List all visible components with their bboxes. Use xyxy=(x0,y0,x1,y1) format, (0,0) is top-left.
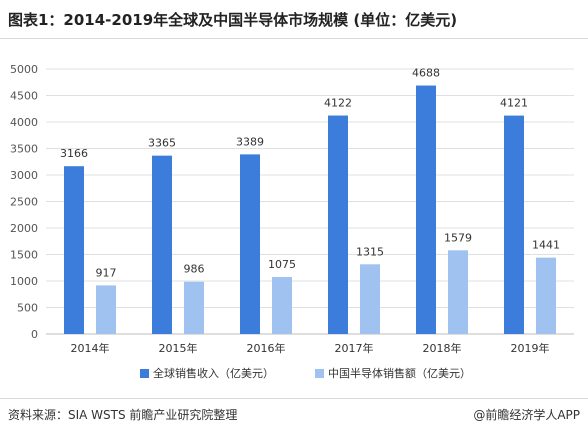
data-label: 1075 xyxy=(268,258,296,271)
x-tick-label: 2018年 xyxy=(423,341,462,355)
bar-china xyxy=(272,277,292,334)
bar-global xyxy=(328,115,348,334)
x-tick-label: 2019年 xyxy=(511,341,550,355)
data-label: 3166 xyxy=(60,147,88,160)
bar-china xyxy=(96,285,116,334)
source-note: 资料来源：SIA WSTS 前瞻产业研究院整理 xyxy=(8,408,238,422)
data-label: 4688 xyxy=(412,67,440,80)
brand-credit: @前瞻经济学人APP xyxy=(473,408,580,422)
bar-china xyxy=(448,250,468,334)
y-tick-label: 1000 xyxy=(10,275,38,288)
y-tick-label: 2000 xyxy=(10,222,38,235)
bar-china xyxy=(184,281,204,334)
data-label: 4121 xyxy=(500,97,528,110)
bar-chart: 0 500 1000 1500 2000 2500 3000 3500 4000 4500 5000… xyxy=(10,63,574,380)
bar-china xyxy=(536,257,556,334)
legend-label: 全球销售收入（亿美元） xyxy=(153,366,274,380)
bar-global xyxy=(504,115,524,334)
data-label: 3389 xyxy=(236,135,264,148)
data-label: 1441 xyxy=(532,239,560,252)
x-tick-label: 2017年 xyxy=(335,341,374,355)
x-tick-label: 2015年 xyxy=(159,341,198,355)
footer-divider xyxy=(0,398,588,399)
y-tick-label: 4500 xyxy=(10,90,38,103)
y-tick-label: 1500 xyxy=(10,249,38,262)
data-label: 3365 xyxy=(148,137,176,150)
y-tick-label: 4000 xyxy=(10,116,38,129)
data-label: 917 xyxy=(96,266,117,279)
bar-global xyxy=(64,166,84,334)
data-label: 986 xyxy=(184,263,205,276)
y-tick-label: 2500 xyxy=(10,196,38,209)
y-tick-label: 3500 xyxy=(10,143,38,156)
data-label: 1315 xyxy=(356,245,384,258)
bar-global xyxy=(240,154,260,334)
legend-label: 中国半导体销售额（亿美元） xyxy=(328,366,471,380)
y-tick-label: 5000 xyxy=(10,63,38,76)
bar-global xyxy=(152,155,172,334)
x-tick-label: 2016年 xyxy=(247,341,286,355)
bar-china xyxy=(360,264,380,334)
y-tick-label: 3000 xyxy=(10,169,38,182)
chart-title: 图表1：2014-2019年全球及中国半导体市场规模 (单位：亿美元) xyxy=(8,11,458,29)
x-tick-label: 2014年 xyxy=(71,341,110,355)
legend-swatch xyxy=(315,369,324,378)
data-label: 1579 xyxy=(444,231,472,244)
y-tick-label: 0 xyxy=(31,328,38,341)
y-tick-label: 500 xyxy=(17,302,38,315)
data-label: 4122 xyxy=(324,97,352,110)
title-divider xyxy=(0,38,588,39)
bar-global xyxy=(416,85,436,334)
legend-swatch xyxy=(140,369,149,378)
